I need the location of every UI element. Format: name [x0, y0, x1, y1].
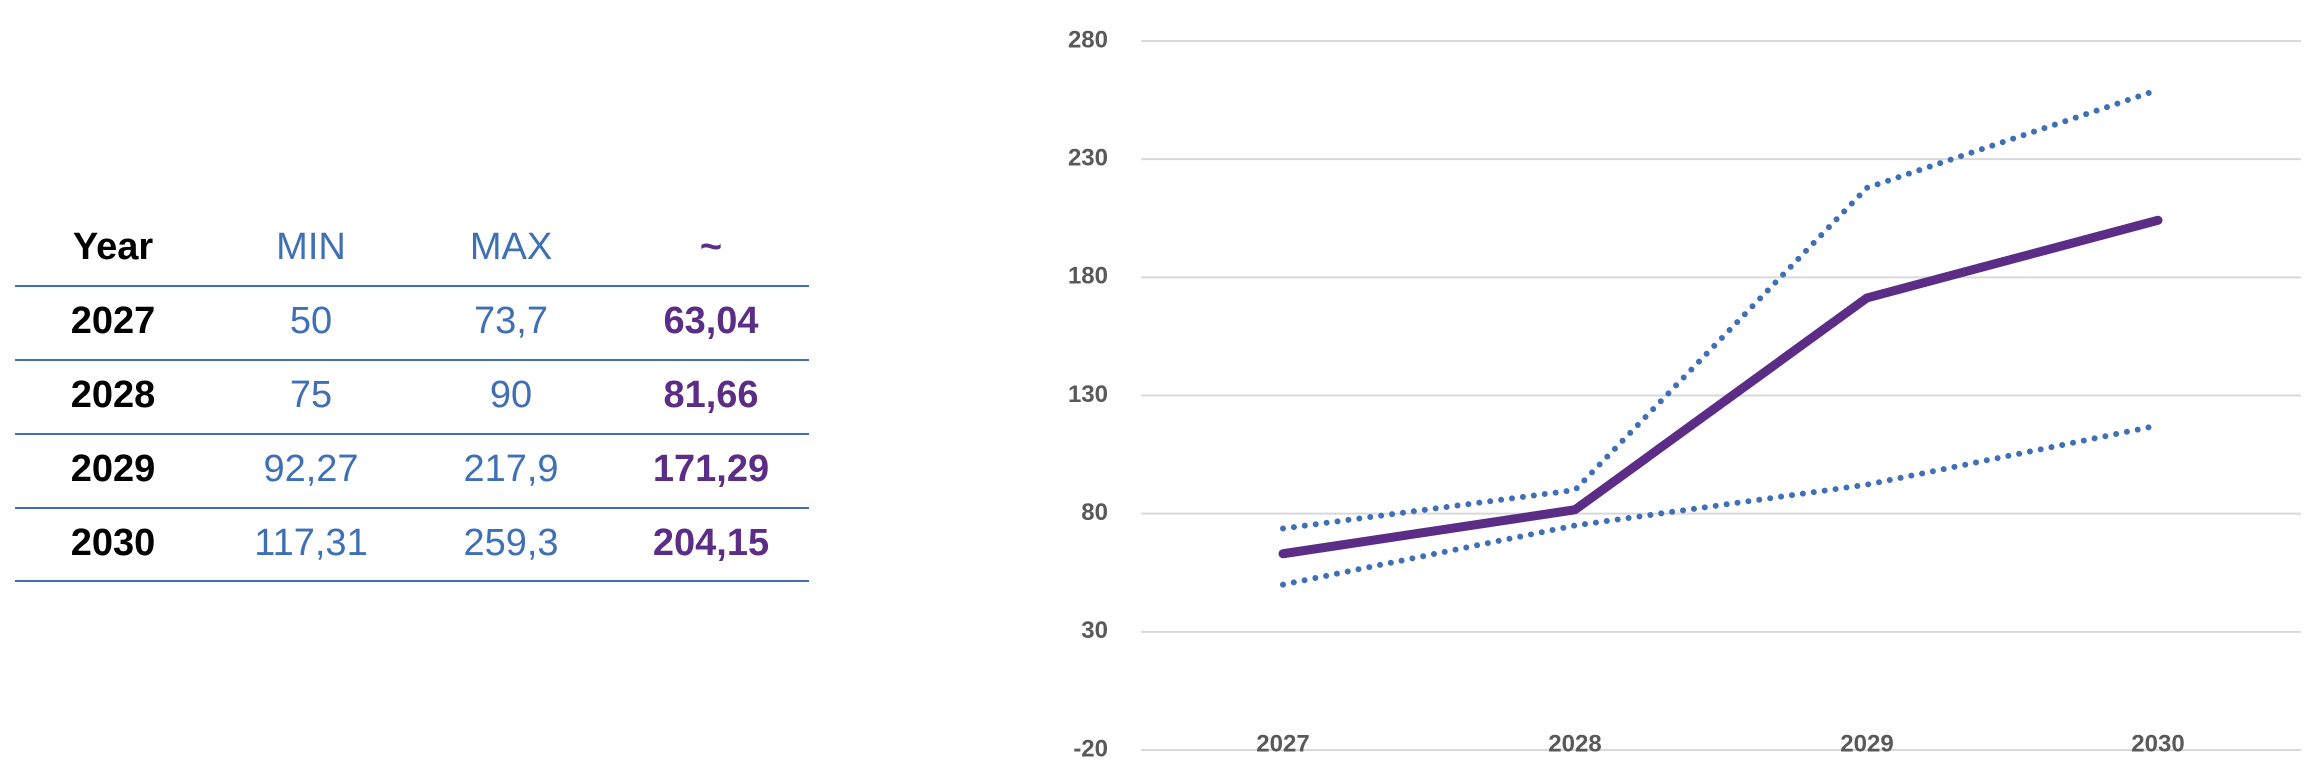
table-cell: 73,7 — [474, 300, 548, 342]
table-cell: 2028 — [71, 374, 156, 416]
y-tick-label: 30 — [1081, 617, 1108, 644]
y-tick-label: 80 — [1081, 499, 1108, 526]
table-cell: 81,66 — [663, 374, 758, 416]
x-tick-label: 2030 — [2131, 730, 2184, 757]
table-header: Year — [73, 226, 154, 268]
series-line — [1278, 215, 2163, 559]
y-tick-label: -20 — [1073, 735, 1108, 762]
table-cell: 117,31 — [254, 522, 367, 564]
table-cell: 2029 — [71, 448, 156, 490]
table-header: ~ — [700, 226, 722, 268]
y-tick-label: 180 — [1068, 263, 1108, 290]
table-cell: 75 — [290, 374, 332, 416]
series-line — [1280, 422, 2161, 588]
table-cell: 90 — [490, 374, 532, 416]
y-tick-label: 230 — [1068, 145, 1108, 172]
table-cell: 2030 — [71, 522, 156, 564]
y-tick-label: 280 — [1068, 26, 1108, 53]
table-cell: 217,9 — [463, 448, 558, 490]
table-cell: 50 — [290, 300, 332, 342]
table-cell: 92,27 — [263, 448, 358, 490]
table-cell: 63,04 — [663, 300, 758, 342]
table-header: MIN — [276, 226, 346, 268]
table-cell: 171,29 — [653, 448, 769, 490]
table-cell: 204,15 — [653, 522, 769, 564]
y-tick-label: 130 — [1068, 381, 1108, 408]
x-tick-label: 2027 — [1256, 730, 1309, 757]
x-tick-label: 2029 — [1840, 730, 1893, 757]
table-cell: 2027 — [71, 300, 156, 342]
series-line — [1280, 86, 2161, 532]
table-header: MAX — [470, 226, 552, 268]
x-tick-label: 2028 — [1548, 730, 1601, 757]
table-cell: 259,3 — [463, 522, 558, 564]
